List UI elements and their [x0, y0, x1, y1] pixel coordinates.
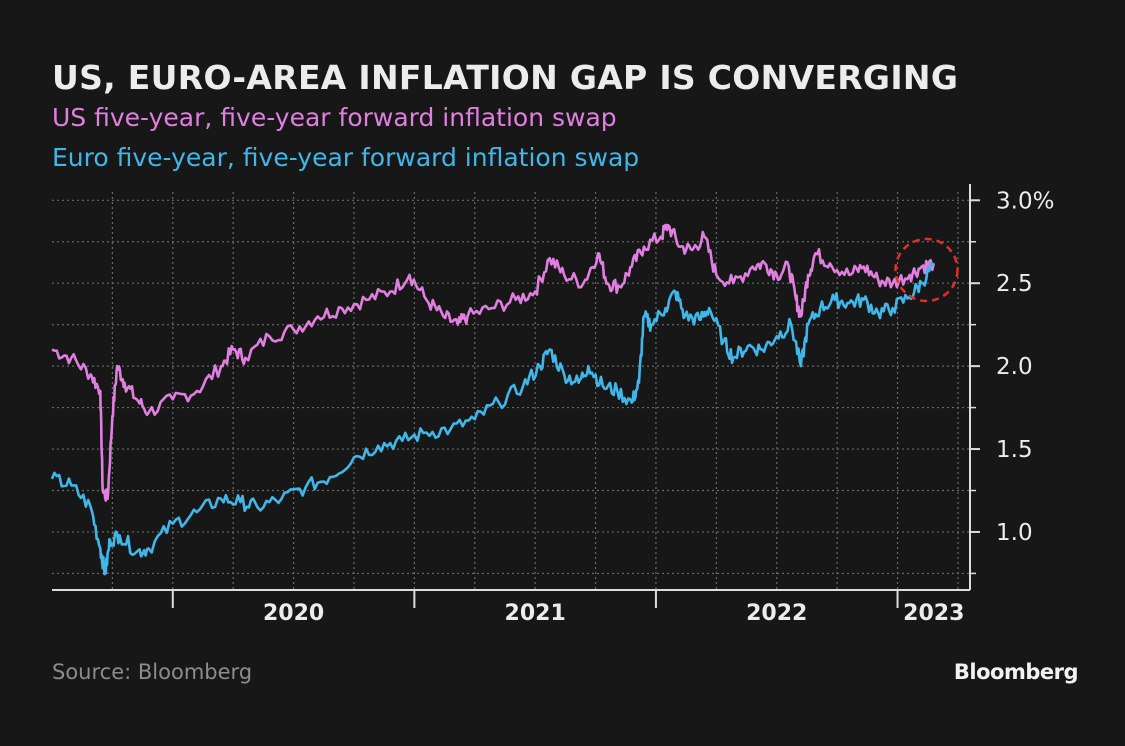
legend-us-series: US five-year, five-year forward inflatio… — [52, 103, 617, 132]
y-tick-label: 3.0% — [996, 188, 1054, 214]
x-tick-label: 2020 — [263, 601, 324, 626]
us-series-line — [51, 223, 936, 502]
x-tick-label: 2022 — [746, 601, 807, 626]
source-note: Source: Bloomberg — [52, 660, 253, 684]
y-tick-label: 1.5 — [996, 437, 1033, 463]
euro-series-line — [50, 262, 935, 576]
legend-euro-series: Euro five-year, five-year forward inflat… — [52, 143, 640, 172]
x-tick-label: 2023 — [903, 601, 964, 626]
highlight-circle — [894, 237, 959, 303]
chart-title: US, EURO-AREA INFLATION GAP IS CONVERGIN… — [52, 58, 959, 97]
y-tick-label: 1.0 — [996, 520, 1033, 546]
y-tick-label: 2.0 — [996, 354, 1033, 380]
bloomberg-logo: Bloomberg — [953, 660, 1079, 684]
x-tick-label: 2021 — [505, 601, 566, 626]
y-tick-label: 2.5 — [996, 271, 1033, 297]
